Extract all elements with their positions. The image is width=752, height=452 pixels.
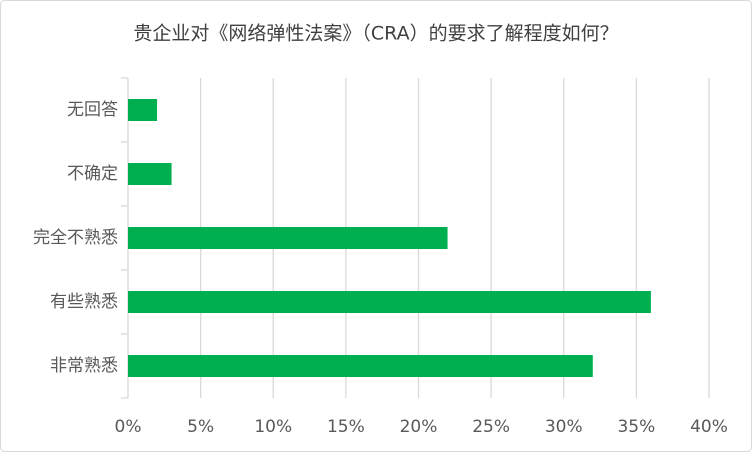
y-tick-label: 有些熟悉: [50, 291, 118, 312]
bar: [128, 227, 448, 249]
x-tick-label: 35%: [617, 417, 655, 437]
y-tick-label: 无回答: [67, 100, 118, 120]
y-tick-label: 完全不熟悉: [33, 227, 118, 248]
x-tick-label: 10%: [254, 417, 292, 437]
x-tick-label: 5%: [187, 417, 214, 437]
x-tick-label: 0%: [115, 417, 142, 437]
bar: [128, 355, 593, 377]
bar: [128, 99, 158, 121]
chart-title: 贵企业对《网络弹性法案》（CRA）的要求了解程度如何？: [133, 23, 618, 45]
y-tick-label: 不确定: [67, 164, 118, 184]
x-tick-label: 30%: [545, 417, 583, 437]
bar: [128, 163, 172, 185]
x-tick-label: 15%: [327, 417, 365, 437]
x-tick-label: 20%: [400, 417, 438, 437]
x-tick-label: 40%: [690, 417, 728, 437]
y-tick-label: 非常熟悉: [50, 355, 118, 376]
x-tick-label: 25%: [472, 417, 510, 437]
bar: [128, 291, 651, 313]
